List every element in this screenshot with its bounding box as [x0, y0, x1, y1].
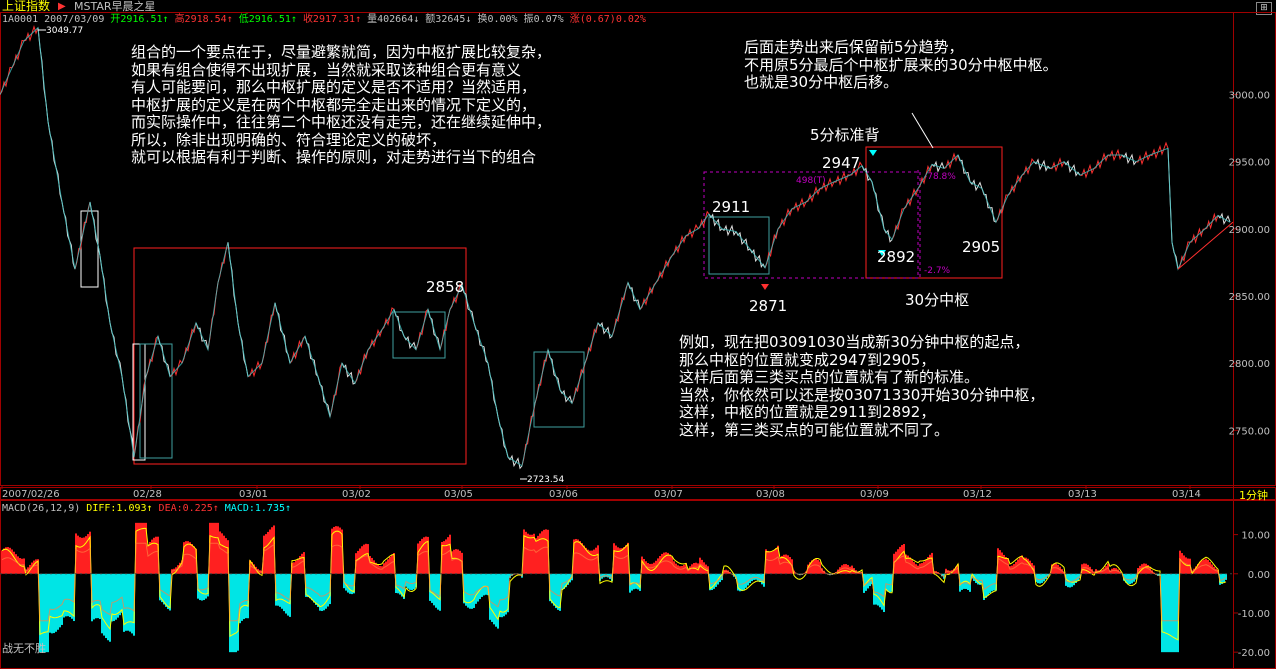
price-segment — [627, 282, 641, 310]
label-2947: 2947 — [822, 154, 861, 172]
ohlc-field-6: 额32645↓ — [425, 14, 478, 25]
ohlc-readout: 1A0001 2007/03/09 开2916.51↑ 高2918.54↑ 低2… — [2, 14, 646, 26]
x-tick-label-4: 03/05 — [444, 489, 473, 500]
ohlc-field-1: 开2916.51↑ — [110, 14, 175, 25]
label-2892: 2892 — [877, 248, 916, 266]
annotation-top-right: 后面走势出来后保留前5分趋势， 不用原5分最后个中枢扩展来的30分中枢中枢。 也… — [744, 38, 1058, 91]
x-tick-label-2: 03/01 — [239, 489, 268, 500]
y-tick-label: 2750.00 — [1229, 426, 1270, 437]
price-segment — [381, 307, 395, 330]
zhongshu-box-large — [133, 247, 467, 465]
period-tag[interactable]: 1分钟 — [1239, 489, 1268, 502]
price-segment — [685, 223, 699, 239]
ohlc-field-5: 量402664↓ — [367, 14, 426, 25]
ohlc-field-4: 收2917.31↑ — [302, 14, 368, 25]
price-segment — [1217, 212, 1231, 226]
ohlc-field-3: 低2916.51↑ — [238, 14, 303, 25]
macd-field-3: MACD:1.735↑ — [224, 503, 292, 514]
stroke-line-cyan — [0, 26, 1231, 467]
ohlc-field-9: 涨(0.67)0.02% — [569, 14, 646, 25]
x-tick-label-8: 03/09 — [860, 489, 889, 500]
window-control-icon[interactable]: ⊞ — [1256, 2, 1272, 15]
y-tick-label: 2850.00 — [1229, 292, 1270, 303]
arrow-up-icon — [761, 284, 769, 290]
label-low-2723: 2723.54 — [527, 475, 564, 485]
fibo-label-27: -2.7% — [924, 266, 951, 276]
ohlc-field-2: 高2918.54↑ — [174, 14, 239, 25]
diff-line — [1, 527, 1227, 641]
price-segment — [559, 389, 573, 404]
label-2871: 2871 — [749, 297, 788, 315]
label-high-3049: 3049.77 — [46, 26, 83, 36]
price-segment — [849, 161, 863, 178]
highlight-box-white-2 — [132, 343, 146, 461]
label-30min-zhongshu: 30分中枢 — [905, 291, 970, 309]
macd-y-tick-label: -10.00 — [1238, 609, 1270, 620]
fibo-label-498: 498(T) — [796, 176, 826, 186]
x-tick-label-3: 03/02 — [342, 489, 371, 500]
trend-line-red — [1177, 221, 1234, 270]
annotation-bottom-right: 例如，现在把03091030当成新30分钟中枢的起点， 那么中枢的位置就变成29… — [679, 333, 1045, 439]
price-segment — [931, 160, 945, 173]
macd-y-tick-label: -20.00 — [1238, 648, 1270, 659]
small-box-cyan-2 — [392, 311, 446, 359]
small-box-cyan-4 — [708, 216, 770, 275]
label-standard-divergence: 5分标准背 — [810, 126, 880, 144]
price-segment — [995, 194, 1009, 223]
y-tick-label: 2950.00 — [1229, 158, 1270, 169]
annotation-left: 组合的一个要点在于，尽量避繁就简，因为中枢扩展比较复杂， 如果有组合使得不出现扩… — [131, 43, 552, 166]
price-segment — [507, 454, 523, 470]
x-tick-label-6: 03/07 — [654, 489, 683, 500]
formula-name: MSTAR早晨之星 — [74, 0, 156, 13]
title-arrow-icon: ▶ — [58, 1, 66, 12]
x-tick-label-0: 2007/02/26 — [2, 489, 60, 500]
macd-y-tick-label: 0.00 — [1248, 570, 1270, 581]
fibo-label-788: -78.8% — [924, 172, 956, 182]
y-tick-label: 2900.00 — [1229, 225, 1270, 236]
price-segment — [1177, 241, 1191, 270]
x-tick-label-5: 03/06 — [549, 489, 578, 500]
label-2905: 2905 — [962, 238, 1001, 256]
label-2911: 2911 — [712, 198, 751, 216]
macd-field-1: DIFF:1.093↑ — [86, 503, 159, 514]
ohlc-field-0: 1A0001 2007/03/09 — [2, 14, 111, 25]
dea-line — [1, 542, 1227, 622]
arrow-down-icon — [869, 150, 877, 156]
macd-readout: MACD(26,12,9) DIFF:1.093↑ DEA:0.225↑ MAC… — [2, 503, 291, 515]
price-segment — [1021, 158, 1035, 176]
x-tick-label-1: 02/28 — [133, 489, 162, 500]
ohlc-field-7: 换0.00% — [477, 14, 524, 25]
small-box-cyan-3 — [533, 351, 585, 428]
arrow-down-icon-2 — [878, 250, 886, 256]
x-tick-label-10: 03/13 — [1068, 489, 1097, 500]
macd-field-0: MACD(26,12,9) — [2, 503, 87, 514]
x-tick-label-11: 03/14 — [1172, 489, 1201, 500]
price-segment — [1149, 141, 1169, 160]
label-2858: 2858 — [426, 278, 465, 296]
x-tick-label-7: 03/08 — [756, 489, 785, 500]
price-segment — [169, 359, 183, 378]
ohlc-field-8: 振0.07% — [523, 14, 570, 25]
x-tick-label-9: 03/12 — [963, 489, 992, 500]
price-segment — [969, 179, 983, 192]
price-segment — [883, 228, 893, 243]
y-tick-label: 3000.00 — [1229, 91, 1270, 102]
price-segment — [697, 210, 710, 230]
chart-title: 上证指数 — [2, 0, 51, 13]
macd-field-2: DEA:0.225↑ — [158, 503, 225, 514]
pointer-line — [911, 112, 934, 149]
macd-y-tick-label: 10.00 — [1241, 531, 1270, 542]
y-tick-label: 2800.00 — [1229, 359, 1270, 370]
highlight-box-white-1 — [80, 210, 99, 288]
top-bar: 上证指数 ▶ MSTAR早晨之星 ⊞ — [0, 0, 1276, 15]
price-segment — [449, 283, 463, 310]
price-segment — [403, 335, 417, 350]
footer-text: 战无不胜 — [2, 642, 46, 655]
